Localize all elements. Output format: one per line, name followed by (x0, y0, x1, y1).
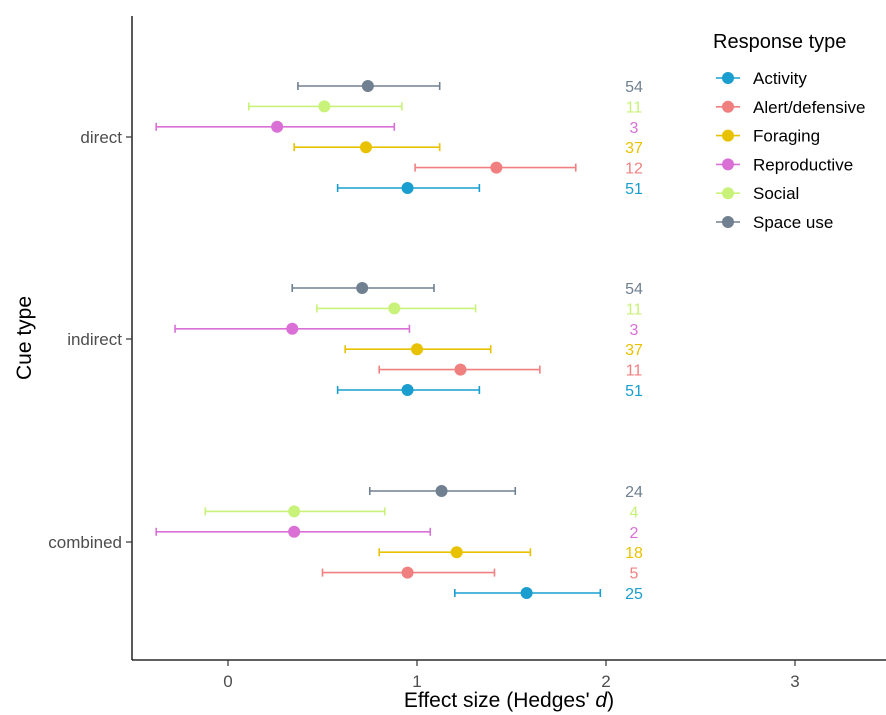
data-point (286, 322, 299, 335)
sample-size-label: 11 (626, 301, 643, 318)
legend-key-point (722, 72, 734, 84)
data-point (401, 182, 414, 194)
sample-size-label: 51 (625, 383, 643, 400)
legend-label: Reproductive (753, 155, 853, 174)
data-point (520, 587, 533, 599)
legend-label: Alert/defensive (753, 98, 865, 117)
legend-key-point (722, 129, 734, 142)
data-point (401, 384, 414, 396)
sample-size-label: 11 (626, 363, 643, 380)
y-tick-label-indirect: indirect (67, 330, 122, 349)
data-point (454, 363, 467, 376)
sample-size-label: 51 (625, 181, 643, 198)
sample-size-label: 3 (630, 322, 639, 339)
data-point (271, 120, 284, 133)
data-point (435, 485, 448, 497)
legend-label: Space use (753, 213, 833, 232)
sample-size-label: 2 (630, 525, 639, 542)
sample-size-label: 37 (625, 140, 643, 157)
legend-key-point (722, 100, 734, 113)
sample-size-label: 3 (630, 120, 639, 137)
sample-size-label: 54 (625, 79, 643, 96)
legend-title: Response type (713, 31, 846, 53)
x-tick-label: 2 (601, 672, 610, 691)
y-tick-label-direct: direct (80, 128, 122, 147)
data-point (288, 505, 301, 518)
y-tick-label-combined: combined (48, 533, 122, 552)
legend-label: Social (753, 184, 799, 203)
data-point (318, 100, 331, 113)
data-point (388, 302, 401, 315)
plot-area: 51 51 25 12 11 5 37 37 18 3 3 2 11 11 4 54 54 24 (155, 79, 643, 603)
x-axis-title: Effect size (Hedges' d) (404, 689, 614, 712)
y-axis-ticks: direct indirect combined (48, 128, 132, 552)
data-point (411, 343, 423, 356)
sample-size-label: 37 (625, 342, 643, 359)
legend: Response type Activity Alert/defensive For… (713, 31, 865, 232)
sample-size-label: 24 (625, 484, 643, 501)
sample-size-label: 25 (625, 586, 643, 603)
sample-size-label: 4 (630, 504, 639, 521)
x-axis-ticks: 0 1 2 3 (223, 660, 800, 691)
x-tick-label: 1 (412, 672, 421, 691)
data-point (359, 141, 372, 154)
data-point (490, 161, 503, 174)
data-point (450, 546, 463, 559)
sample-size-label: 18 (625, 545, 643, 562)
data-point (401, 566, 414, 579)
sample-size-label: 5 (630, 566, 639, 583)
data-point (361, 80, 374, 92)
x-tick-label: 3 (790, 672, 799, 691)
legend-key-point (722, 216, 734, 228)
sample-size-label: 12 (625, 161, 643, 178)
sample-size-label: 54 (625, 281, 643, 298)
legend-key-point (722, 158, 734, 171)
y-axis-title: Cue type (13, 296, 36, 380)
data-point (288, 525, 301, 538)
x-tick-label: 0 (223, 672, 232, 691)
legend-label: Activity (753, 69, 807, 88)
legend-label: Foraging (753, 127, 820, 146)
data-point (356, 282, 369, 294)
sample-size-label: 11 (626, 99, 643, 116)
legend-key-point (722, 187, 734, 200)
